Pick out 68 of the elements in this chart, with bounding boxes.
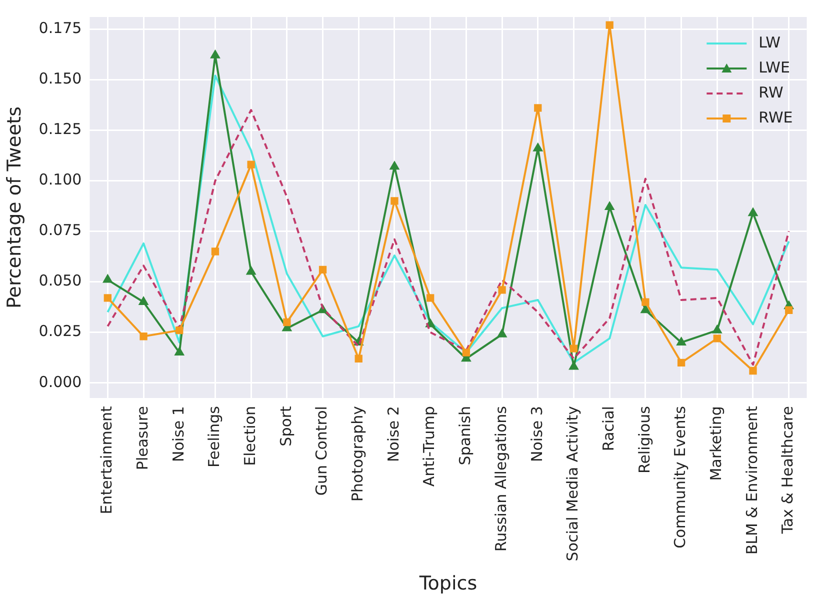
point (498, 286, 506, 294)
point (570, 344, 578, 352)
point (605, 202, 614, 210)
point (749, 366, 757, 375)
point (210, 50, 220, 58)
x-tick-label: Entertainment (98, 406, 116, 514)
point (174, 348, 184, 356)
x-tick-label: Tax & Healthcare (778, 406, 797, 535)
point (569, 362, 578, 370)
point (642, 298, 650, 306)
x-tick-label: Noise 1 (169, 406, 188, 462)
x-tick-label: Photography (348, 406, 367, 502)
x-tick-label: Anti-Trump (420, 406, 438, 487)
point (318, 266, 327, 274)
point (533, 143, 542, 152)
x-tick-label: Spanish (456, 406, 474, 466)
legend-label: LW (758, 33, 781, 52)
point (103, 274, 112, 283)
point (104, 294, 112, 302)
point (176, 326, 184, 334)
point (676, 337, 686, 346)
y-tick-label: 0.075 (38, 221, 82, 240)
x-tick-label: Noise 3 (528, 406, 546, 462)
legend-label: LWE (758, 58, 790, 76)
point (426, 294, 434, 302)
legend-label: RW (758, 83, 784, 102)
point (390, 162, 399, 170)
x-tick-label: Sport (276, 406, 295, 446)
x-tick-label: Community Events (671, 406, 690, 548)
point (606, 21, 614, 29)
x-tick-label: Racial (599, 406, 618, 452)
point (283, 318, 291, 326)
y-tick-label: 0.125 (38, 120, 82, 138)
y-axis-title: Percentage of Tweets (3, 106, 26, 309)
x-tick-label: Social Media Activity (564, 406, 582, 562)
y-tick-label: 0.175 (38, 19, 82, 38)
point (354, 354, 362, 362)
point (712, 325, 722, 334)
x-tick-label: Religious (635, 406, 654, 474)
x-tick-label: Gun Control (312, 406, 331, 496)
x-tick-label: Marketing (707, 406, 726, 481)
x-axis-title: Topics (418, 572, 478, 595)
x-tick-label: BLM & Environment (742, 406, 761, 555)
y-tick-label: 0.100 (38, 170, 82, 189)
x-tick-label: Pleasure (133, 406, 152, 470)
x-tick-label: Feelings (205, 406, 224, 468)
point (140, 332, 148, 340)
point (462, 348, 470, 356)
point (247, 160, 255, 168)
point (246, 266, 256, 275)
point (534, 104, 542, 112)
y-tick-label: 0.050 (38, 272, 82, 290)
x-tick-label: Election (240, 406, 259, 466)
point (785, 306, 793, 314)
y-tick-label: 0.150 (38, 70, 82, 88)
legend-label: RWE (758, 108, 793, 126)
y-tick-label: 0.000 (38, 372, 82, 391)
point (211, 248, 220, 256)
point (498, 329, 506, 338)
point (390, 197, 398, 205)
x-tick-label: Noise 2 (384, 406, 402, 462)
point (713, 334, 721, 342)
point (139, 297, 148, 306)
point (677, 358, 686, 366)
x-tick-label: Russian Allegations (492, 406, 510, 552)
point (640, 305, 650, 314)
y-tick-label: 0.025 (38, 322, 82, 340)
point (748, 208, 758, 216)
